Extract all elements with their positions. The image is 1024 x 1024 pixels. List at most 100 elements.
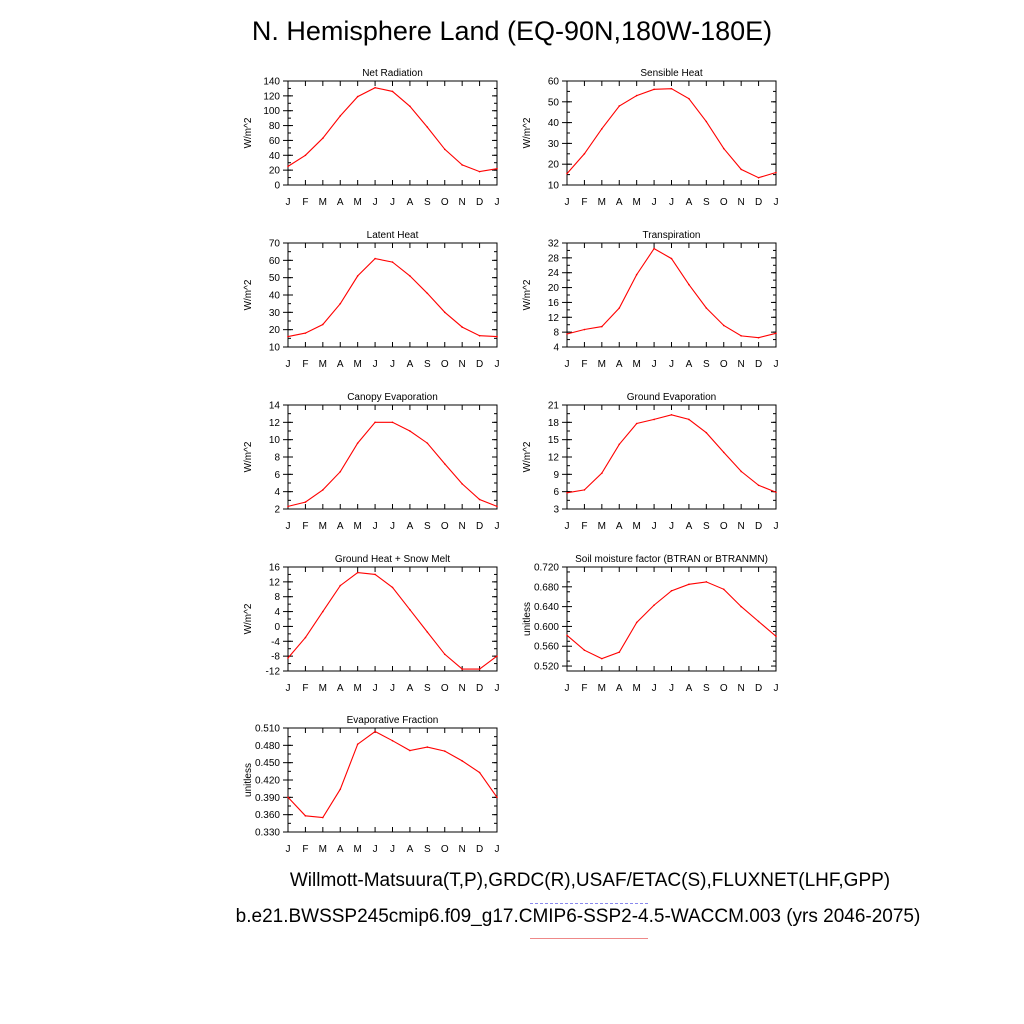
data-point xyxy=(391,421,394,424)
data-point xyxy=(356,95,359,98)
data-point xyxy=(304,154,307,157)
plot-frame xyxy=(566,566,777,672)
x-tick-label: J xyxy=(652,359,657,370)
y-tick-label: 40 xyxy=(269,151,281,162)
y-tick-label: 2 xyxy=(274,505,280,516)
y-tick-label: 12 xyxy=(548,313,560,324)
data-point xyxy=(757,336,760,339)
data-point xyxy=(374,421,376,424)
x-tick-label: M xyxy=(598,521,606,532)
data-point xyxy=(618,443,621,446)
data-point xyxy=(653,88,655,91)
data-point xyxy=(461,164,463,166)
x-tick-label: N xyxy=(459,197,466,208)
x-tick-label: J xyxy=(373,197,378,208)
x-tick-label: J xyxy=(390,521,395,532)
data-point xyxy=(409,749,411,752)
x-tick-label: J xyxy=(495,844,500,855)
x-tick-label: A xyxy=(616,359,623,370)
x-tick-label: J xyxy=(495,197,500,208)
data-point xyxy=(635,273,638,276)
x-tick-label: F xyxy=(302,521,308,532)
data-point xyxy=(478,334,481,337)
x-tick-label: N xyxy=(738,683,745,694)
data-point xyxy=(374,730,376,733)
data-point xyxy=(374,257,376,260)
x-tick-label: D xyxy=(476,683,483,694)
y-axis-label: W/m^2 xyxy=(243,603,254,634)
x-tick-label: S xyxy=(703,521,710,532)
data-point xyxy=(757,620,760,623)
y-tick-label: 0.450 xyxy=(255,758,280,769)
x-tick-label: O xyxy=(441,521,449,532)
y-tick-label: 9 xyxy=(553,470,559,481)
data-point xyxy=(670,87,673,90)
data-point xyxy=(287,505,289,508)
data-point xyxy=(740,335,742,337)
x-tick-label: S xyxy=(424,197,431,208)
y-axis-label: W/m^2 xyxy=(243,441,254,472)
data-point xyxy=(566,172,568,175)
x-tick-label: J xyxy=(774,683,779,694)
data-point xyxy=(740,470,742,473)
x-tick-label: F xyxy=(302,844,308,855)
x-tick-label: A xyxy=(686,197,693,208)
series-line xyxy=(287,258,498,338)
panel-title: Evaporative Fraction xyxy=(347,715,439,726)
data-point xyxy=(478,771,481,774)
data-point xyxy=(409,275,411,277)
series-line xyxy=(566,247,777,339)
y-tick-label: 100 xyxy=(263,106,280,117)
y-tick-label: -4 xyxy=(271,637,280,648)
y-tick-label: 20 xyxy=(548,160,560,171)
data-point xyxy=(322,137,324,139)
x-tick-label: F xyxy=(581,359,587,370)
data-point xyxy=(339,470,342,473)
y-tick-label: 20 xyxy=(269,325,281,336)
data-point xyxy=(426,292,429,295)
series-line xyxy=(287,421,498,507)
y-tick-label: 12 xyxy=(269,418,281,429)
data-point xyxy=(287,335,289,338)
data-point xyxy=(356,442,359,444)
y-axis-label: unitless xyxy=(522,602,533,636)
x-tick-label: J xyxy=(286,844,291,855)
data-point xyxy=(443,311,446,314)
data-point xyxy=(566,634,568,637)
y-tick-label: 0.560 xyxy=(534,642,559,653)
data-point xyxy=(722,147,725,150)
y-axis-label: W/m^2 xyxy=(522,279,533,310)
data-point xyxy=(287,796,289,799)
legend-case-line xyxy=(530,938,648,939)
y-tick-label: 40 xyxy=(269,291,281,302)
x-tick-label: M xyxy=(632,683,640,694)
x-tick-label: M xyxy=(598,683,606,694)
data-point xyxy=(705,581,708,583)
data-point xyxy=(688,418,690,421)
y-tick-label: 10 xyxy=(548,181,560,192)
y-axis-label: W/m^2 xyxy=(243,279,254,310)
y-tick-label: 20 xyxy=(269,166,281,177)
x-tick-label: O xyxy=(720,359,728,370)
y-tick-label: 10 xyxy=(269,435,281,446)
x-tick-label: J xyxy=(565,521,570,532)
x-tick-label: J xyxy=(669,359,674,370)
y-tick-label: 70 xyxy=(269,239,281,250)
x-tick-label: J xyxy=(669,683,674,694)
data-point xyxy=(601,472,603,474)
y-tick-label: 0.720 xyxy=(534,563,559,574)
x-tick-label: F xyxy=(581,521,587,532)
x-tick-label: M xyxy=(632,197,640,208)
x-tick-label: D xyxy=(755,521,762,532)
y-tick-label: 0.600 xyxy=(534,622,559,633)
x-tick-label: M xyxy=(319,521,327,532)
x-tick-label: N xyxy=(459,521,466,532)
y-tick-label: 60 xyxy=(269,136,281,147)
data-point xyxy=(478,170,481,173)
y-tick-label: 4 xyxy=(274,607,280,618)
x-tick-label: J xyxy=(774,197,779,208)
data-point xyxy=(287,165,289,168)
